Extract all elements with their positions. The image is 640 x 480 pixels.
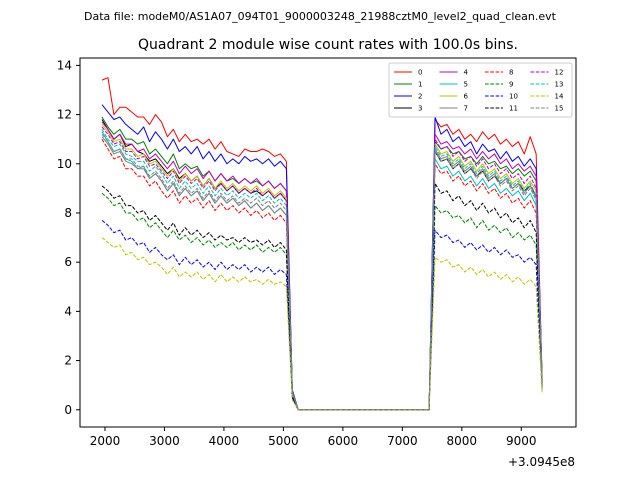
legend-label-2: 2 — [418, 93, 422, 101]
series-line-14 — [101, 237, 543, 411]
y-tick-label: 4 — [64, 304, 72, 318]
legend-label-0: 0 — [418, 69, 422, 77]
series-line-15 — [101, 133, 543, 411]
x-tick-label: 6000 — [328, 434, 359, 448]
y-axis: 0 2 4 6 8 10 12 14 — [57, 58, 80, 417]
x-tick-label: 5000 — [268, 434, 299, 448]
x-tick-label: 9000 — [506, 434, 537, 448]
legend-label-13: 13 — [555, 81, 564, 89]
series-line-2 — [101, 104, 543, 411]
x-tick-label: 2000 — [90, 434, 121, 448]
legend-label-5: 5 — [464, 81, 468, 89]
series-line-9 — [101, 192, 543, 411]
legend-label-3: 3 — [418, 105, 422, 113]
x-tick-label: 8000 — [447, 434, 478, 448]
y-tick-label: 12 — [57, 108, 72, 122]
legend-label-6: 6 — [464, 93, 469, 101]
legend-label-8: 8 — [509, 69, 513, 77]
series-line-13 — [101, 129, 543, 411]
legend-label-15: 15 — [555, 105, 564, 113]
x-axis: 2000 3000 4000 5000 6000 7000 8000 9000 — [90, 427, 537, 448]
plot-lines — [101, 77, 543, 411]
series-line-11 — [101, 182, 543, 411]
legend-label-9: 9 — [509, 81, 513, 89]
chart-suptitle: Data file: modeM0/AS1A07_094T01_90000032… — [84, 10, 557, 23]
y-tick-label: 2 — [64, 354, 72, 368]
legend-label-10: 10 — [509, 93, 518, 101]
legend-label-14: 14 — [555, 93, 564, 101]
series-line-0 — [101, 77, 543, 411]
x-offset-label: +3.0945e8 — [508, 455, 575, 469]
y-tick-label: 14 — [57, 58, 72, 72]
series-line-1 — [101, 116, 543, 411]
series-line-10 — [101, 219, 543, 411]
legend-box — [388, 62, 573, 118]
legend-label-12: 12 — [555, 69, 564, 77]
y-tick-label: 6 — [64, 255, 72, 269]
legend-label-1: 1 — [418, 81, 422, 89]
x-tick-label: 3000 — [149, 434, 180, 448]
y-tick-label: 10 — [57, 157, 72, 171]
x-tick-label: 7000 — [387, 434, 418, 448]
legend-label-7: 7 — [464, 105, 468, 113]
y-tick-label: 0 — [64, 403, 72, 417]
axes-frame — [79, 57, 577, 428]
legend-label-4: 4 — [464, 69, 469, 77]
y-tick-label: 8 — [64, 206, 72, 220]
x-tick-label: 4000 — [209, 434, 240, 448]
legend-label-11: 11 — [509, 105, 518, 113]
chart-title: Quadrant 2 module wise count rates with … — [138, 37, 518, 53]
